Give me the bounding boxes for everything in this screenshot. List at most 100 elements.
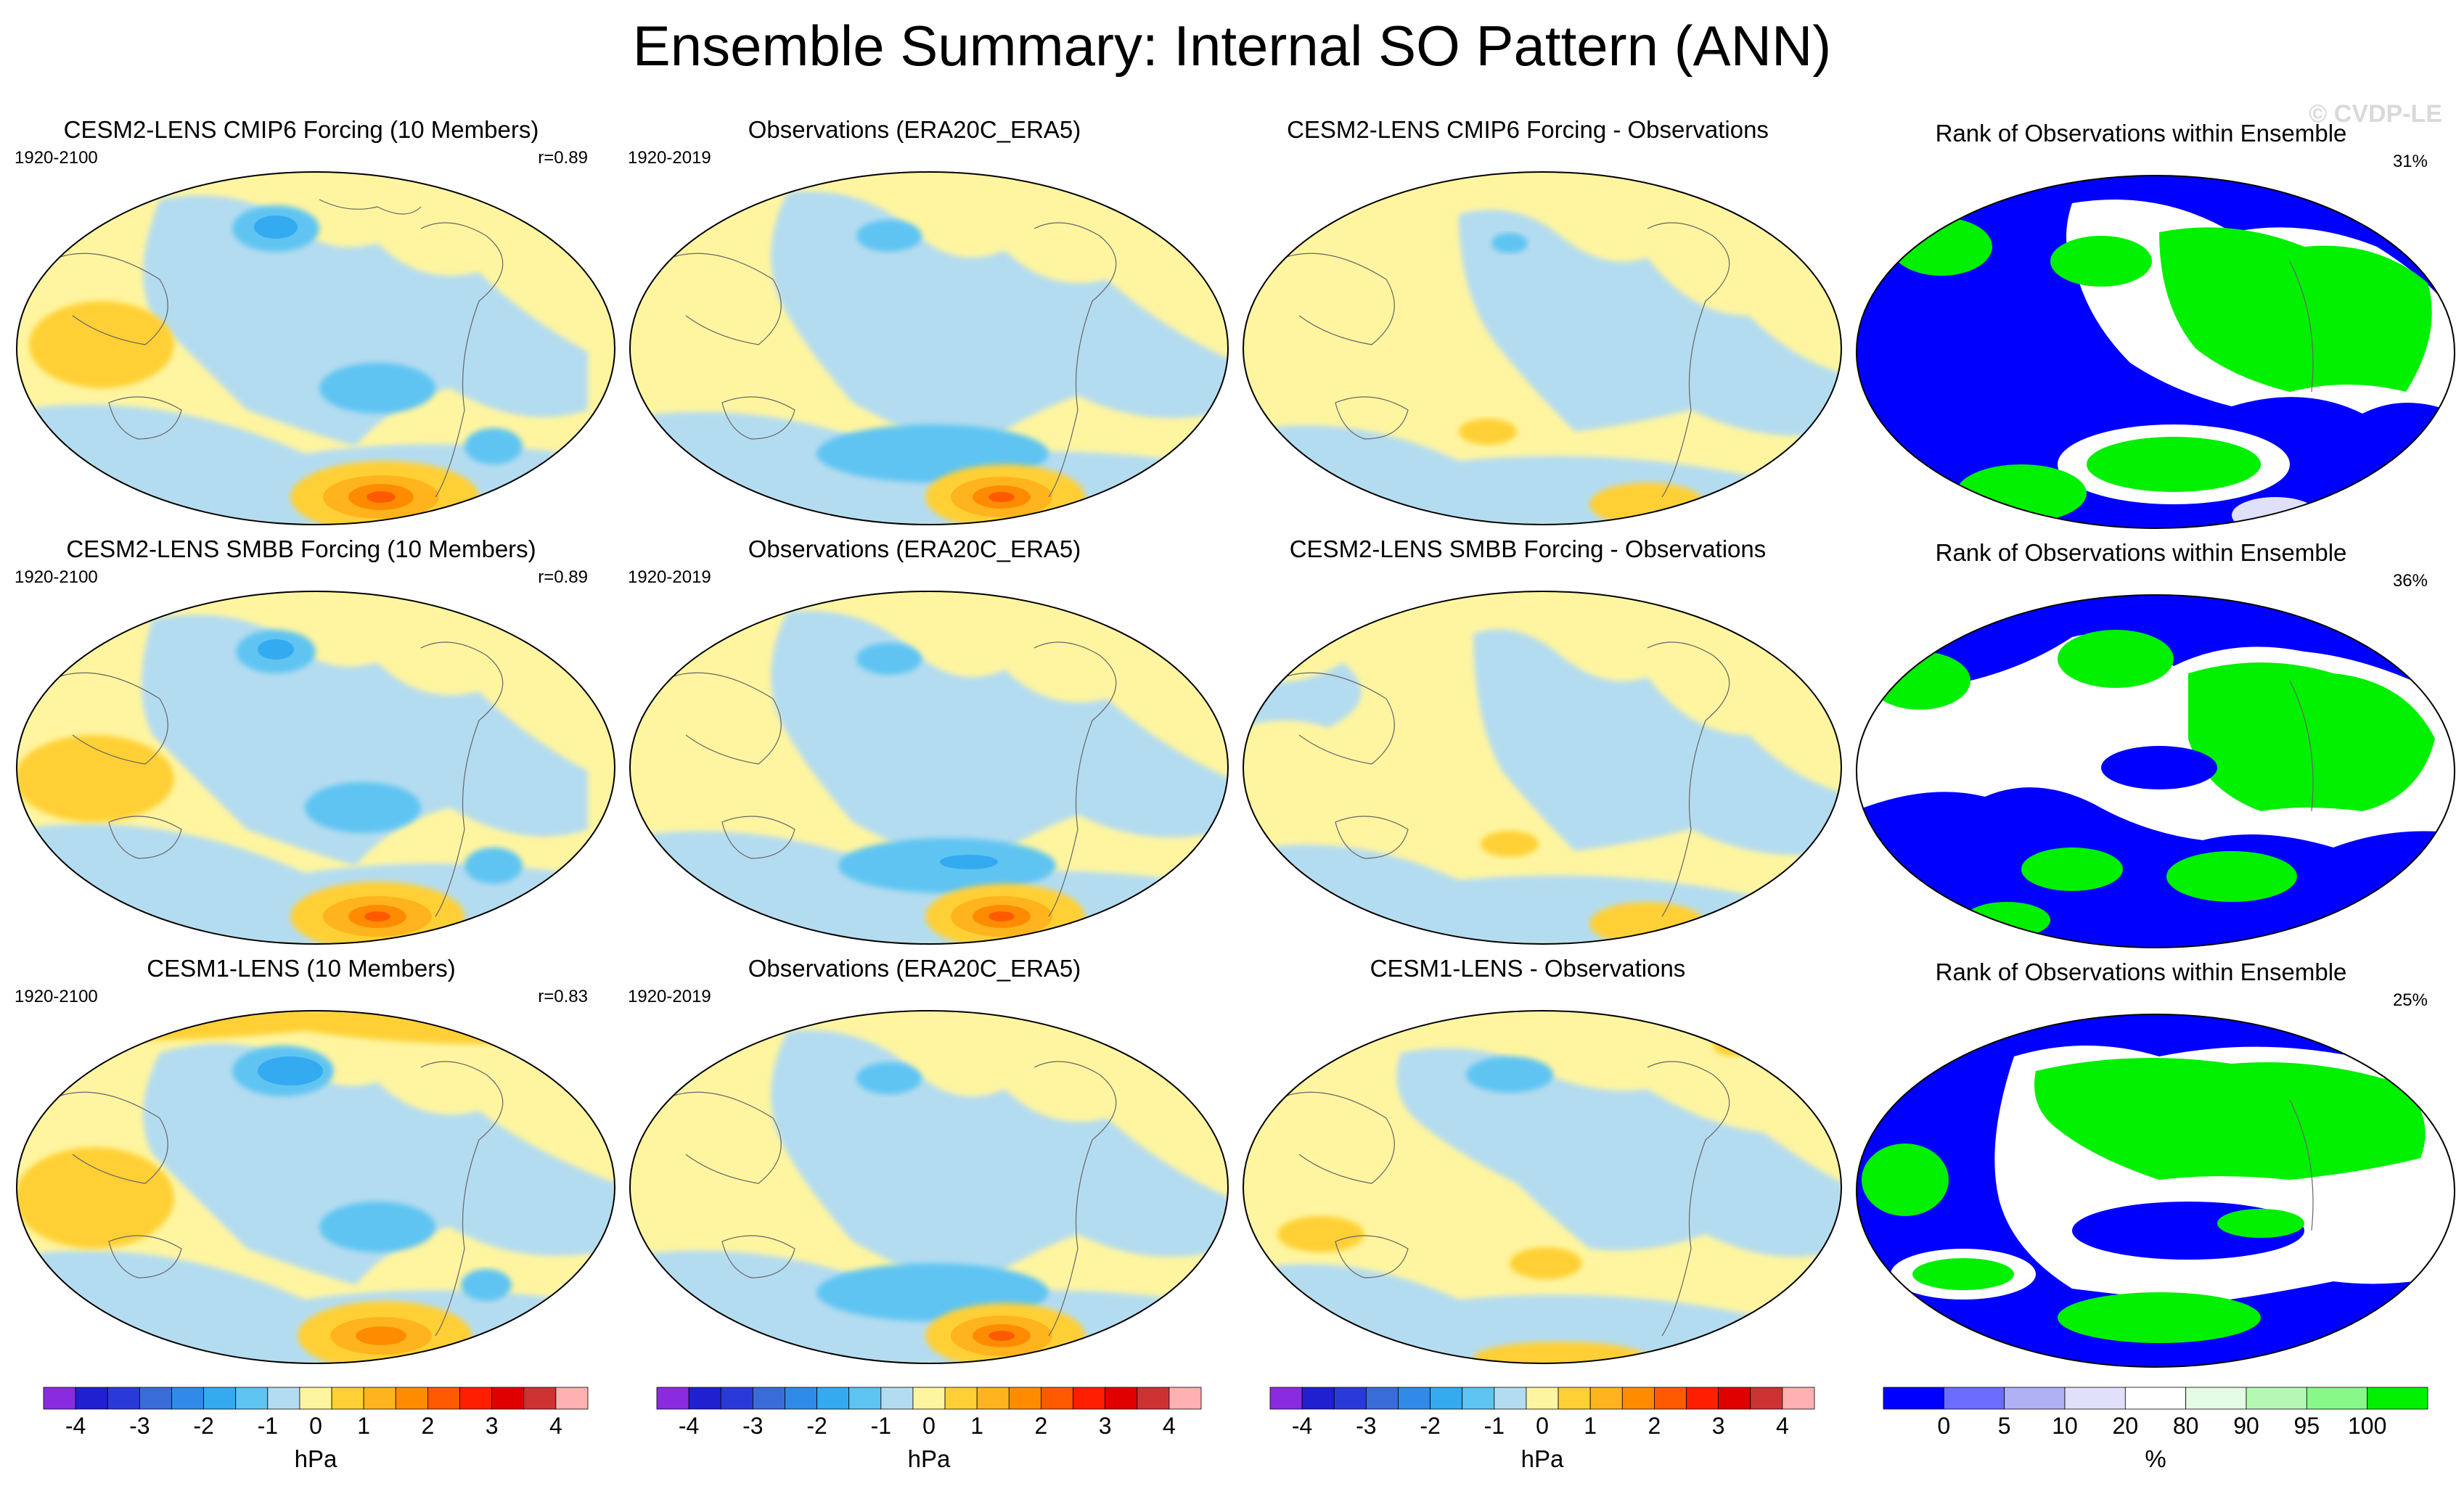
rank-map bbox=[1856, 1014, 2455, 1368]
panel-title: Observations (ERA20C_ERA5) bbox=[748, 116, 1081, 143]
panel-obs-row3: Observations (ERA20C_ERA5) 1920-2019 bbox=[613, 955, 1229, 1376]
colorbar-tick-label: 2 bbox=[1648, 1413, 1661, 1439]
panel-period: 1920-2100 bbox=[15, 567, 98, 587]
colorbar-swatch bbox=[1137, 1387, 1170, 1410]
colorbar-units: % bbox=[2145, 1445, 2166, 1472]
colorbar-swatch bbox=[555, 1387, 589, 1410]
panel-correlation: r=0.83 bbox=[538, 987, 588, 1006]
colorbar-swatch bbox=[299, 1387, 332, 1410]
panel-title: CESM2-LENS CMIP6 Forcing - Observations bbox=[1287, 116, 1769, 143]
panel-diff-row3: CESM1-LENS - Observations bbox=[1227, 955, 1842, 1376]
anomaly-map bbox=[16, 171, 615, 525]
colorbar-tick-label: 0 bbox=[922, 1413, 936, 1439]
colorbar-swatch bbox=[267, 1387, 300, 1410]
colorbar-tick-label: -2 bbox=[1420, 1413, 1440, 1439]
colorbar-tick-label: 1 bbox=[357, 1413, 370, 1439]
colorbar-swatch bbox=[1494, 1387, 1527, 1410]
panel-percentage: 25% bbox=[2392, 990, 2428, 1010]
colorbar-swatch bbox=[523, 1387, 557, 1410]
colorbar-tick-label: -2 bbox=[806, 1413, 827, 1439]
anomaly-map bbox=[16, 1010, 615, 1364]
colorbar-swatch bbox=[720, 1387, 753, 1410]
panel-period: 1920-2100 bbox=[15, 987, 98, 1006]
anomaly-map bbox=[629, 1010, 1229, 1364]
colorbar-swatch bbox=[1008, 1387, 1041, 1410]
colorbar-swatch bbox=[688, 1387, 721, 1410]
hpa-colorbar-2: -4 -3 -2 -1 0 1 2 3 4 hPa bbox=[653, 1384, 1205, 1486]
panel-title: CESM2-LENS SMBB Forcing - Observations bbox=[1289, 535, 1767, 562]
colorbar-tick-label: 100 bbox=[2348, 1413, 2386, 1439]
panel-title: Rank of Observations within Ensemble bbox=[1935, 120, 2347, 147]
colorbar-swatch bbox=[1782, 1387, 1815, 1410]
colorbar-swatch bbox=[1589, 1387, 1623, 1410]
colorbar-swatch bbox=[1301, 1387, 1335, 1410]
colorbar-swatch bbox=[1333, 1387, 1367, 1410]
colorbar-swatch bbox=[1718, 1387, 1751, 1410]
colorbar-swatch bbox=[2306, 1387, 2368, 1410]
colorbar-tick-label: -4 bbox=[1292, 1413, 1312, 1439]
colorbar-units: hPa bbox=[294, 1445, 337, 1472]
colorbar-swatch bbox=[75, 1387, 108, 1410]
colorbar-swatch bbox=[1654, 1387, 1687, 1410]
colorbar-swatch bbox=[2367, 1387, 2428, 1410]
colorbar-tick-label: 0 bbox=[1937, 1413, 1950, 1439]
anomaly-map bbox=[1243, 171, 1842, 525]
colorbar-tick-label: 80 bbox=[2173, 1413, 2199, 1439]
panel-percentage: 31% bbox=[2392, 152, 2428, 171]
colorbar-swatch bbox=[459, 1387, 493, 1410]
panel-period: 1920-2019 bbox=[628, 148, 711, 168]
panel-title: Observations (ERA20C_ERA5) bbox=[748, 535, 1081, 562]
hpa-colorbar-3: -4 -3 -2 -1 0 1 2 3 4 hPa bbox=[1266, 1384, 1818, 1486]
colorbar-swatch bbox=[171, 1387, 204, 1410]
colorbar-tick-label: 10 bbox=[2052, 1413, 2078, 1439]
panel-model-row3: CESM1-LENS (10 Members) 1920-2100 r=0.83 bbox=[0, 955, 615, 1376]
colorbar-swatch bbox=[1943, 1387, 2005, 1410]
colorbar-swatch bbox=[1269, 1387, 1303, 1410]
colorbar-tick-label: 2 bbox=[1035, 1413, 1048, 1439]
panel-model-row1: CESM2-LENS CMIP6 Forcing (10 Members) 19… bbox=[0, 116, 615, 537]
colorbar-swatch bbox=[43, 1387, 76, 1410]
anomaly-map bbox=[1243, 1010, 1842, 1364]
panel-title: CESM2-LENS SMBB Forcing (10 Members) bbox=[66, 535, 536, 562]
colorbar-tick-label: 0 bbox=[309, 1413, 322, 1439]
colorbar-tick-label: 1 bbox=[970, 1413, 983, 1439]
rank-colorbar: 0 5 10 20 80 90 95 100 % bbox=[1880, 1384, 2431, 1486]
colorbar-tick-label: 3 bbox=[486, 1413, 499, 1439]
colorbar-tick-label: -4 bbox=[65, 1413, 86, 1439]
panel-title: Observations (ERA20C_ERA5) bbox=[748, 955, 1081, 982]
panel-period: 1920-2100 bbox=[15, 148, 98, 168]
anomaly-map bbox=[629, 171, 1229, 525]
colorbar-swatch bbox=[363, 1387, 396, 1410]
colorbar-tick-label: 90 bbox=[2233, 1413, 2259, 1439]
panel-diff-row2: CESM2-LENS SMBB Forcing - Observations bbox=[1227, 535, 1842, 956]
colorbar-tick-label: 4 bbox=[549, 1413, 562, 1439]
colorbar-tick-label: 20 bbox=[2113, 1413, 2139, 1439]
colorbar-tick-label: 0 bbox=[1536, 1413, 1549, 1439]
colorbar-tick-label: 4 bbox=[1163, 1413, 1176, 1439]
colorbar-tick-label: 3 bbox=[1099, 1413, 1112, 1439]
colorbar-swatch bbox=[656, 1387, 689, 1410]
colorbar-swatch bbox=[203, 1387, 237, 1410]
panel-title: CESM1-LENS - Observations bbox=[1370, 955, 1686, 982]
colorbar-units: hPa bbox=[1520, 1445, 1564, 1472]
colorbar-swatch bbox=[2004, 1387, 2066, 1410]
colorbar-tick-label: -3 bbox=[129, 1413, 150, 1439]
colorbar-swatch bbox=[2185, 1387, 2247, 1410]
colorbar-tick-label: 5 bbox=[1998, 1413, 2011, 1439]
colorbar-swatch bbox=[1462, 1387, 1495, 1410]
colorbar-swatch bbox=[1883, 1387, 1944, 1410]
hpa-colorbar-1: -4 -3 -2 -1 0 1 2 3 4 hPa bbox=[40, 1384, 592, 1486]
panel-percentage: 36% bbox=[2392, 571, 2428, 591]
panel-title: CESM1-LENS (10 Members) bbox=[147, 955, 456, 982]
colorbar-swatch bbox=[1750, 1387, 1783, 1410]
colorbar-swatch bbox=[1168, 1387, 1202, 1410]
anomaly-map bbox=[629, 591, 1229, 945]
colorbar-swatch bbox=[139, 1387, 172, 1410]
panel-correlation: r=0.89 bbox=[538, 148, 588, 168]
colorbar-swatch bbox=[1105, 1387, 1138, 1410]
colorbar-swatch bbox=[331, 1387, 364, 1410]
colorbar-graphic: -4 -3 -2 -1 0 1 2 3 4 bbox=[43, 1387, 589, 1439]
rank-map bbox=[1856, 594, 2455, 948]
panel-title: CESM2-LENS CMIP6 Forcing (10 Members) bbox=[63, 116, 539, 143]
colorbar-swatch bbox=[1686, 1387, 1719, 1410]
